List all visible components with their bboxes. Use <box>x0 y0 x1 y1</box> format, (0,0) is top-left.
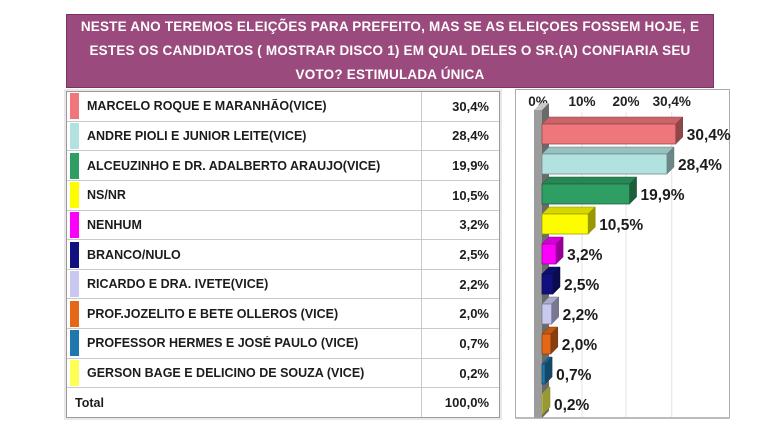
table-row: PROFESSOR HERMES E JOSÉ PAULO (VICE) 0,7% <box>67 328 499 358</box>
bar-value-label: 0,2% <box>554 397 590 414</box>
x-axis-tick-label: 20% <box>612 94 639 109</box>
bar-2 <box>541 183 630 205</box>
candidate-label: NENHUM <box>87 217 142 232</box>
bar-value-label: 2,2% <box>563 307 599 324</box>
bar-8 <box>541 363 546 385</box>
candidate-label: ANDRE PIOLI E JUNIOR LEITE(VICE) <box>87 128 307 143</box>
bar-chart: 0% 10% 20% 30,4%30,4%28,4%19,9%10,5%3,2%2,5… <box>515 89 731 419</box>
bar-value-label: 0,7% <box>556 367 592 384</box>
candidate-value: 2,2% <box>421 269 499 299</box>
question-line-2: ESTES OS CANDIDATOS ( MOSTRAR DISCO 1) E… <box>89 43 691 58</box>
color-swatch <box>70 211 79 238</box>
candidate-value: 19,9% <box>421 151 499 180</box>
color-swatch <box>70 182 79 209</box>
table-row: NENHUM 3,2% <box>67 209 499 240</box>
bar-3 <box>541 213 589 235</box>
bar-5 <box>541 273 554 295</box>
bar-value-label: 28,4% <box>678 157 722 174</box>
candidate-label: MARCELO ROQUE E MARANHÃO(VICE) <box>87 99 327 114</box>
candidate-value: 3,2% <box>421 210 499 240</box>
bar-9 <box>541 393 544 415</box>
total-label: Total <box>75 395 104 410</box>
candidate-value: 2,5% <box>421 240 499 269</box>
candidate-label: NS/NR <box>87 188 126 203</box>
axis-wall-top <box>534 103 549 110</box>
color-swatch <box>70 93 79 120</box>
question-line-1: NESTE ANO TEREMOS ELEIÇÕES PARA PREFEITO… <box>80 19 700 34</box>
candidate-label: PROFESSOR HERMES E JOSÉ PAULO (VICE) <box>87 336 359 351</box>
bar-top-face <box>541 206 596 215</box>
color-swatch <box>70 300 79 327</box>
bar-top-face <box>541 146 675 155</box>
color-swatch <box>70 152 79 179</box>
bar-6 <box>541 303 553 325</box>
x-axis-tick-label: 10% <box>568 94 595 109</box>
results-table: MARCELO ROQUE E MARANHÃO(VICE) 30,4% ANDRE… <box>66 91 500 418</box>
candidate-label: RICARDO E DRA. IVETE(VICE) <box>87 277 269 292</box>
bar-value-label: 30,4% <box>687 127 731 144</box>
chart-panel: 0% 10% 20% 30,4% 30,4% 28,4% 19,9% 10,5% 3,2% 2,5… <box>505 88 740 432</box>
bar-value-label: 19,9% <box>641 187 685 204</box>
color-swatch <box>70 241 79 268</box>
bar-4 <box>541 243 557 265</box>
bar-value-label: 10,5% <box>599 217 643 234</box>
table-row: RICARDO E DRA. IVETE(VICE) 2,2% <box>67 268 499 299</box>
bar-0 <box>541 123 677 145</box>
candidate-label: ALCEUZINHO E DR. ADALBERTO ARAUJO(VICE) <box>87 158 381 173</box>
color-swatch <box>70 360 79 387</box>
candidate-value: 2,0% <box>421 299 499 329</box>
candidate-value: 30,4% <box>421 92 499 121</box>
bar-7 <box>541 333 552 355</box>
candidate-value: 0,2% <box>421 358 499 388</box>
table-row: ANDRE PIOLI E JUNIOR LEITE(VICE) 28,4% <box>67 120 499 151</box>
bar-value-label: 2,5% <box>564 277 600 294</box>
table-row: NS/NR 10,5% <box>67 179 499 210</box>
table-row: ALCEUZINHO E DR. ADALBERTO ARAUJO(VICE) 1… <box>67 150 499 180</box>
bar-value-label: 3,2% <box>567 247 603 264</box>
question-line-3: VOTO? ESTIMULADA ÚNICA <box>295 67 485 82</box>
total-value: 100,0% <box>421 388 499 418</box>
table-row: GERSON BAGE E DELICINO DE SOUZA (VICE) 0,… <box>67 357 499 388</box>
candidate-label: BRANCO/NULO <box>87 247 181 262</box>
candidate-value: 28,4% <box>421 121 499 151</box>
table-row: MARCELO ROQUE E MARANHÃO(VICE) 30,4% <box>67 92 499 121</box>
table-row: BRANCO/NULO 2,5% <box>67 239 499 269</box>
candidate-label: GERSON BAGE E DELICINO DE SOUZA (VICE) <box>87 366 365 381</box>
color-swatch <box>70 330 79 357</box>
table-row-total: Total 100,0% <box>67 387 499 418</box>
axis-wall-front <box>534 110 542 418</box>
color-swatch <box>70 122 79 149</box>
question-header: NESTE ANO TEREMOS ELEIÇÕES PARA PREFEITO… <box>66 14 714 88</box>
bar-1 <box>541 153 668 175</box>
bar-top-face <box>541 116 684 125</box>
candidate-value: 0,7% <box>421 329 499 358</box>
bar-value-label: 2,0% <box>562 337 598 354</box>
bar-top-face <box>541 176 638 185</box>
x-axis-tick-label: 30,4% <box>653 94 691 109</box>
candidate-value: 10,5% <box>421 180 499 210</box>
color-swatch <box>70 271 79 298</box>
candidate-label: PROF.JOZELITO E BETE OLLEROS (VICE) <box>87 306 339 321</box>
table-row: PROF.JOZELITO E BETE OLLEROS (VICE) 2,0% <box>67 298 499 329</box>
